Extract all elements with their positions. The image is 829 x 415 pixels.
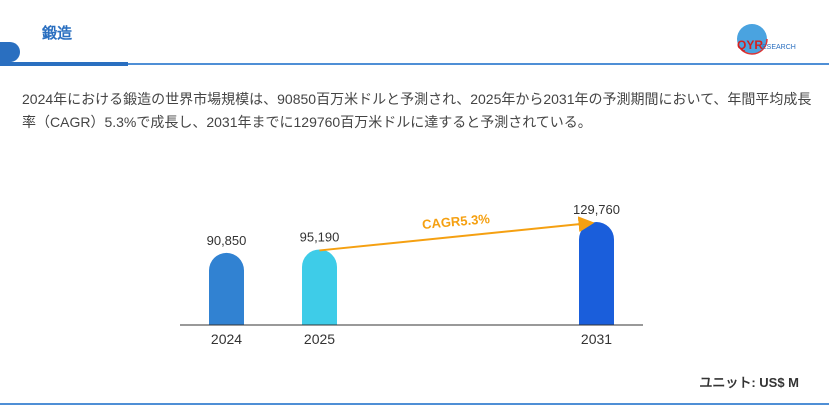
bar-2031 — [579, 222, 614, 325]
svg-text:ESEARCH: ESEARCH — [762, 44, 796, 51]
header-divider — [128, 63, 829, 65]
value-label-2025: 95,190 — [300, 229, 340, 244]
qyresearch-logo: QYR ESEARCH — [736, 23, 796, 55]
bar-2025 — [302, 249, 337, 325]
header-tab-decoration — [0, 42, 20, 62]
unit-label: ユニット: US$ M — [699, 375, 799, 390]
x-tick-2031: 2031 — [581, 331, 612, 347]
footer-divider — [0, 403, 829, 405]
market-description: 2024年における鍛造の世界市場規模は、90850百万米ドルと予測され、2025… — [22, 91, 812, 130]
page-title: 鍛造 — [42, 25, 73, 42]
svg-text:QYR: QYR — [737, 38, 763, 52]
header-tab-bar — [0, 62, 128, 66]
cagr-arrow — [319, 216, 595, 252]
bar-2024 — [209, 252, 244, 325]
x-tick-2024: 2024 — [211, 331, 242, 347]
value-label-2031: 129,760 — [573, 202, 620, 217]
value-label-2024: 90,850 — [207, 233, 247, 248]
cagr-label: CAGR5.3% — [421, 211, 490, 232]
x-tick-2025: 2025 — [304, 331, 335, 347]
